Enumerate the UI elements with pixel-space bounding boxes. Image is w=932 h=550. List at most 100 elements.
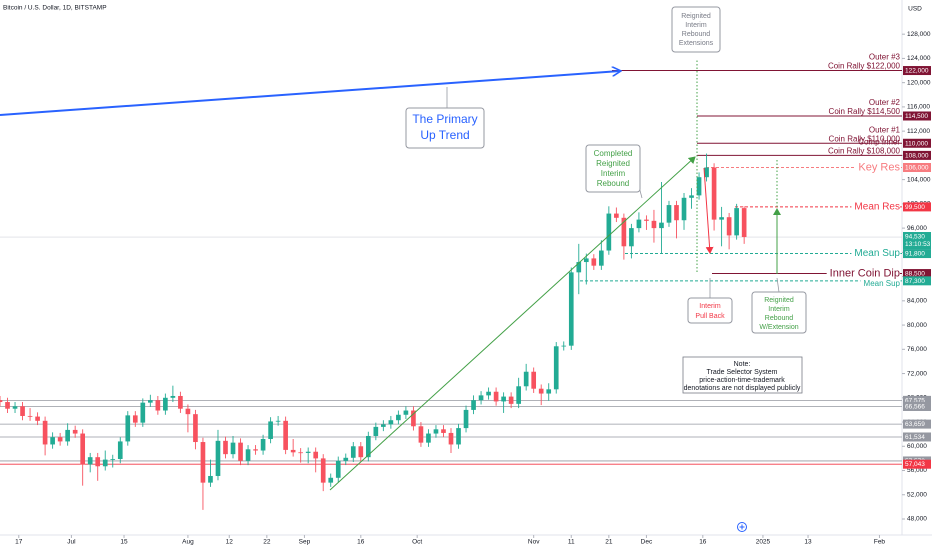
candle-body — [80, 433, 86, 465]
candle-body — [591, 258, 597, 266]
candle-body — [365, 435, 371, 458]
x-tick-label: 16 — [699, 539, 707, 546]
add-button[interactable] — [737, 522, 747, 532]
callout-text: The Primary — [412, 112, 477, 126]
candle-body — [681, 197, 687, 221]
candle-body — [0, 400, 3, 403]
callout-text: Interim — [699, 303, 721, 310]
candle-body — [711, 167, 717, 220]
level-tag-label: 108,000 — [905, 152, 929, 159]
candle-body — [606, 213, 612, 251]
level-tag-label: 91,800 — [905, 251, 925, 258]
candle-body — [696, 177, 702, 196]
y-tick-label: 96,000 — [907, 225, 927, 232]
candle-body — [328, 477, 334, 483]
level-text: Outer #1 — [869, 125, 901, 134]
callout-box — [687, 297, 733, 324]
candle-body — [155, 400, 161, 411]
x-tick-label: 22 — [263, 539, 271, 546]
callout-text: Interim — [685, 22, 707, 29]
candle-body — [50, 437, 55, 445]
candle-body — [659, 222, 664, 229]
candle-body — [298, 452, 303, 454]
add-icon[interactable] — [739, 524, 745, 530]
candle-body — [726, 217, 732, 236]
candles — [0, 153, 747, 510]
currency: USD — [908, 6, 922, 13]
axes: 48,00052,00056,00060,00064,00068,00072,0… — [15, 31, 931, 546]
candle-body — [358, 446, 364, 458]
y-tick-label: 52,000 — [907, 491, 927, 498]
x-tick-label: Nov — [528, 539, 540, 546]
candle-body — [568, 272, 574, 346]
candle-body — [418, 426, 424, 443]
y-tick-label: 76,000 — [907, 346, 927, 353]
candle-body — [644, 219, 649, 221]
level-text: Comp Inner — [858, 137, 900, 146]
candle-body — [719, 217, 724, 220]
candle-body — [501, 396, 506, 402]
candle-body — [238, 442, 243, 461]
candle-body — [87, 457, 93, 465]
candle-body — [140, 402, 146, 423]
y-tick-label: 80,000 — [907, 322, 927, 329]
candle-body — [148, 400, 153, 403]
level-tag-label: 106,000 — [905, 165, 929, 172]
x-tick-label: Sep — [299, 539, 311, 546]
x-tick-label: 15 — [120, 539, 128, 546]
candle-body — [275, 420, 281, 422]
y-tick-label: 84,000 — [907, 298, 927, 305]
level-tag — [903, 249, 931, 259]
candle-body — [117, 441, 123, 460]
callout-text: Interim — [768, 306, 790, 313]
x-tick-label: 21 — [605, 539, 613, 546]
level-tag-label: 122,000 — [905, 68, 929, 75]
x-tick-label: Feb — [874, 539, 886, 546]
level-text: Mean Res — [854, 202, 900, 213]
level-tag — [903, 395, 931, 405]
level-tag — [903, 459, 931, 469]
candle-body — [343, 457, 349, 461]
level-tag — [903, 111, 931, 121]
candle-body — [516, 386, 521, 404]
level-tag-label: 63,659 — [905, 421, 925, 428]
candle-body — [185, 408, 191, 415]
candle-body — [5, 402, 10, 409]
level-text-bg — [851, 201, 900, 213]
last-price-label: 94,530 — [905, 234, 925, 241]
candle-body — [629, 228, 634, 247]
candle-body — [508, 396, 514, 404]
callout-text: Reignited — [681, 13, 711, 20]
candle-body — [283, 420, 288, 450]
candle-body — [42, 420, 48, 445]
callout-box — [751, 291, 807, 334]
candle-body — [411, 410, 416, 427]
level-tag — [903, 269, 931, 279]
y-tick-label: 120,000 — [907, 79, 931, 86]
candle-body — [538, 388, 544, 394]
y-tick-label: 124,000 — [907, 55, 931, 62]
candle-body — [704, 167, 709, 178]
level-text: Coin Rally $110,000 — [829, 134, 901, 143]
candle-body — [621, 217, 627, 247]
candle-body — [388, 420, 394, 425]
y-tick-label: 60,000 — [907, 443, 927, 450]
level-tag-label: 114,500 — [905, 113, 928, 120]
x-tick-label: 12 — [226, 539, 234, 546]
callout-text: Completed — [594, 149, 633, 158]
callout-box — [585, 144, 641, 193]
level-tag — [903, 163, 931, 173]
level-tag-label: 88,500 — [905, 271, 925, 278]
candle-body — [170, 395, 176, 398]
candle-body — [471, 400, 476, 410]
level-text-bg — [826, 267, 900, 280]
candle-body — [493, 391, 499, 402]
candle-body — [441, 429, 446, 433]
level-tag-label: 99,500 — [905, 204, 925, 211]
level-tag — [903, 66, 931, 76]
candle-body — [193, 414, 198, 443]
candle-body — [636, 219, 642, 229]
candle-body — [290, 449, 296, 453]
